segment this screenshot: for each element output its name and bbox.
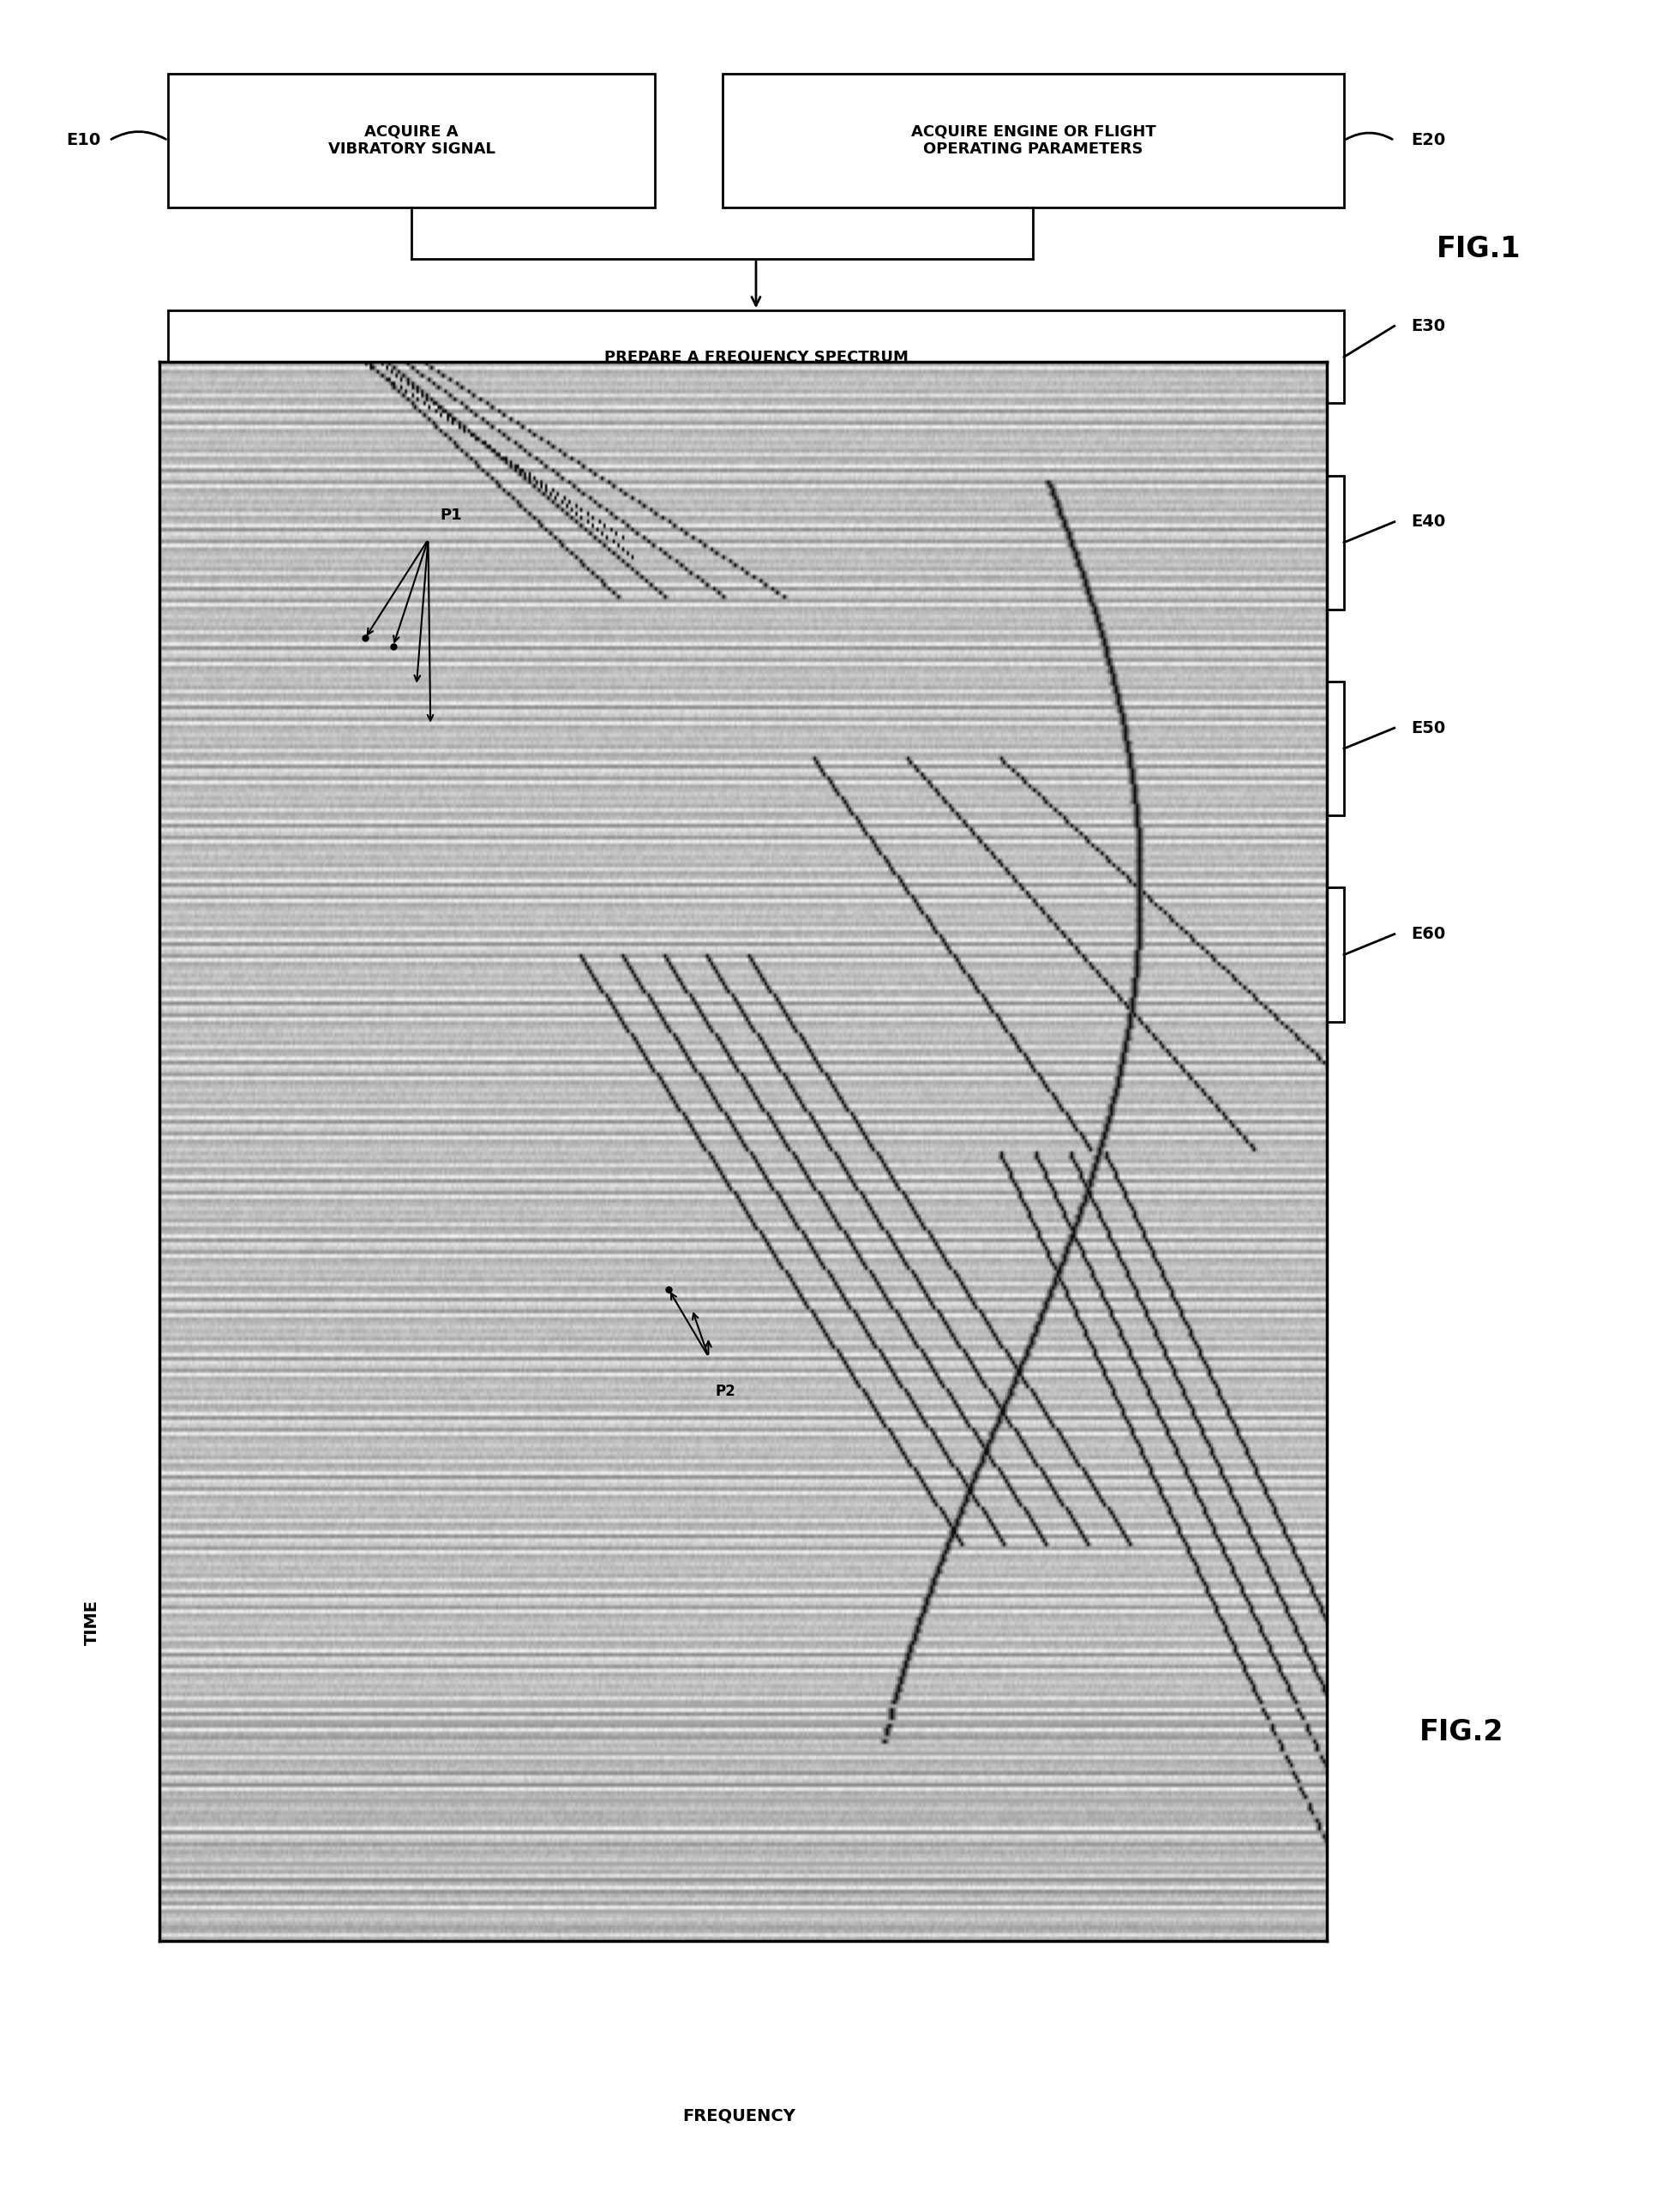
Text: FREQUENCY: FREQUENCY [682, 2107, 796, 2125]
Text: P2: P2 [716, 1384, 736, 1399]
Text: ACQUIRE A
VIBRATORY SIGNAL: ACQUIRE A VIBRATORY SIGNAL [328, 123, 496, 158]
FancyBboxPatch shape [168, 75, 655, 208]
Text: ACQUIRE ENGINE OR FLIGHT
OPERATING PARAMETERS: ACQUIRE ENGINE OR FLIGHT OPERATING PARAM… [911, 123, 1156, 158]
Text: TIME: TIME [84, 1601, 101, 1645]
FancyBboxPatch shape [722, 75, 1344, 208]
Text: E40: E40 [1411, 513, 1446, 531]
FancyBboxPatch shape [168, 311, 1344, 404]
Text: ANALYZE THE AMPLITUDES OF THE POINTS
OF THE CURVES RELATIVE TO PREDEFINED
AMPLIT: ANALYZE THE AMPLITUDES OF THE POINTS OF … [571, 724, 941, 774]
FancyBboxPatch shape [168, 682, 1344, 816]
Text: E30: E30 [1411, 318, 1445, 333]
Text: E20: E20 [1411, 132, 1446, 149]
Text: IF THE AMPLITUDE  VALUES ARE EXCEEDED,
ISSUE A MESSAGE ASSOCIATED WITH THE
VIBRA: IF THE AMPLITUDE VALUES ARE EXCEEDED, IS… [566, 930, 946, 980]
Text: FIG.2: FIG.2 [1420, 1719, 1504, 1746]
Text: FIG.1: FIG.1 [1436, 235, 1520, 263]
Text: P1: P1 [440, 509, 462, 524]
Text: IN THE SPECTRUM, IDENTIFY CURVES
CORRESPONDING TO THE VIBRATORY
SIGNATURES: IN THE SPECTRUM, IDENTIFY CURVES CORRESP… [595, 518, 917, 568]
FancyBboxPatch shape [168, 888, 1344, 1022]
Text: E10: E10 [66, 132, 101, 149]
Text: E50: E50 [1411, 719, 1446, 737]
FancyBboxPatch shape [168, 476, 1344, 610]
Text: E60: E60 [1411, 925, 1446, 943]
Text: PREPARE A FREQUENCY SPECTRUM: PREPARE A FREQUENCY SPECTRUM [603, 349, 909, 364]
